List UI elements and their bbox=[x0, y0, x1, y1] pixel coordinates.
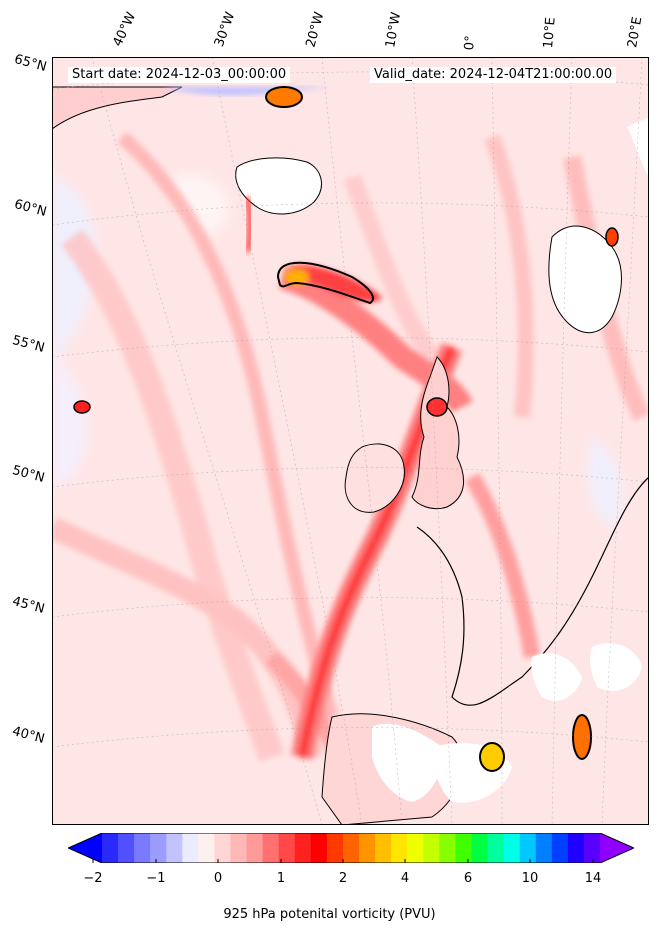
colorbar-segment bbox=[583, 833, 601, 863]
colorbar-segment bbox=[342, 833, 360, 863]
europe-coast bbox=[416, 476, 649, 706]
colorbar bbox=[68, 833, 634, 863]
colorbar-segment bbox=[503, 833, 521, 863]
colorbar-tick-label: 1 bbox=[276, 871, 286, 886]
pv-filament bbox=[285, 264, 382, 303]
start-date-label: Start date: 2024-12-03_00:00:00 bbox=[68, 67, 291, 83]
graticule bbox=[52, 57, 649, 825]
colorbar-tick-label: −1 bbox=[146, 871, 166, 886]
colorbar-segment bbox=[102, 833, 119, 863]
colorbar-segment bbox=[150, 833, 167, 863]
colorbar-segment bbox=[551, 833, 569, 863]
pv-base-field bbox=[52, 57, 649, 825]
scandinavia bbox=[548, 225, 622, 334]
masked-terrain bbox=[372, 643, 642, 803]
colorbar-segment bbox=[487, 833, 505, 863]
lat-label-50n: 50°N bbox=[10, 463, 47, 486]
colorbar-segment bbox=[471, 833, 489, 863]
colorbar-segment bbox=[359, 833, 376, 863]
colorbar-segment bbox=[535, 833, 553, 863]
colorbar-segment bbox=[134, 833, 151, 863]
pv-map bbox=[52, 57, 649, 825]
colorbar-segment bbox=[423, 833, 440, 863]
colorbar-segment bbox=[567, 833, 585, 863]
lat-label-45n: 45°N bbox=[10, 594, 47, 617]
colorbar-segment bbox=[246, 833, 264, 863]
colorbar-title: 925 hPa potenital vorticity (PVU) bbox=[223, 907, 436, 922]
lat-label-40n: 40°N bbox=[10, 724, 47, 747]
lon-label-10w: 10°W bbox=[383, 11, 405, 50]
colorbar-segment bbox=[230, 833, 248, 863]
lat-label-60n: 60°N bbox=[12, 197, 49, 220]
colorbar-segment bbox=[118, 833, 135, 863]
colorbar-tick-label: 10 bbox=[521, 871, 539, 886]
colorbar-tick-label: −2 bbox=[83, 871, 103, 886]
lon-label-10e: 10°E bbox=[541, 16, 559, 50]
lon-label-20w: 20°W bbox=[303, 10, 328, 49]
pv-maxima bbox=[73, 227, 619, 772]
colorbar-segment bbox=[375, 833, 392, 863]
colorbar-segment bbox=[198, 833, 215, 863]
greenland-coast bbox=[52, 86, 183, 130]
colorbar-tick-label: 4 bbox=[400, 871, 410, 886]
low-pv-patches bbox=[52, 175, 623, 527]
contour-2pvu-filament bbox=[276, 261, 374, 305]
colorbar-tick-label: 6 bbox=[463, 871, 473, 886]
lon-label-20e: 20°E bbox=[625, 15, 646, 49]
colorbar-segment bbox=[391, 833, 408, 863]
colorbar-segment bbox=[326, 833, 344, 863]
colorbar-tick-label: 14 bbox=[584, 871, 602, 886]
colorbar-extend-min bbox=[68, 833, 102, 863]
colorbar-segment bbox=[294, 833, 312, 863]
colorbar-segment bbox=[455, 833, 472, 863]
colorbar-segment bbox=[519, 833, 537, 863]
lat-label-65n: 65°N bbox=[12, 52, 49, 75]
colorbar-extend-max bbox=[600, 833, 634, 863]
ireland bbox=[344, 443, 405, 513]
colorbar-segment bbox=[439, 833, 456, 863]
colorbar-segment bbox=[182, 833, 199, 863]
colorbar-segment bbox=[262, 833, 280, 863]
colorbar-segment bbox=[278, 833, 296, 863]
lon-label-0: 0° bbox=[462, 34, 479, 51]
colorbar-tick-label: 0 bbox=[213, 871, 223, 886]
colorbar-tick-label: 2 bbox=[338, 871, 348, 886]
colorbar-segment bbox=[310, 833, 328, 863]
lon-label-30w: 30°W bbox=[211, 10, 239, 49]
colorbar-segment bbox=[407, 833, 424, 863]
colorbar-segment bbox=[166, 833, 183, 863]
pv-streaks bbox=[52, 131, 649, 825]
lon-label-40w: 40°W bbox=[110, 10, 140, 49]
lat-label-55n: 55°N bbox=[10, 333, 47, 356]
valid-date-label: Valid_date: 2024-12-04T21:00:00.00 bbox=[370, 67, 617, 83]
map-panel bbox=[52, 57, 649, 825]
colorbar-segment bbox=[214, 833, 232, 863]
